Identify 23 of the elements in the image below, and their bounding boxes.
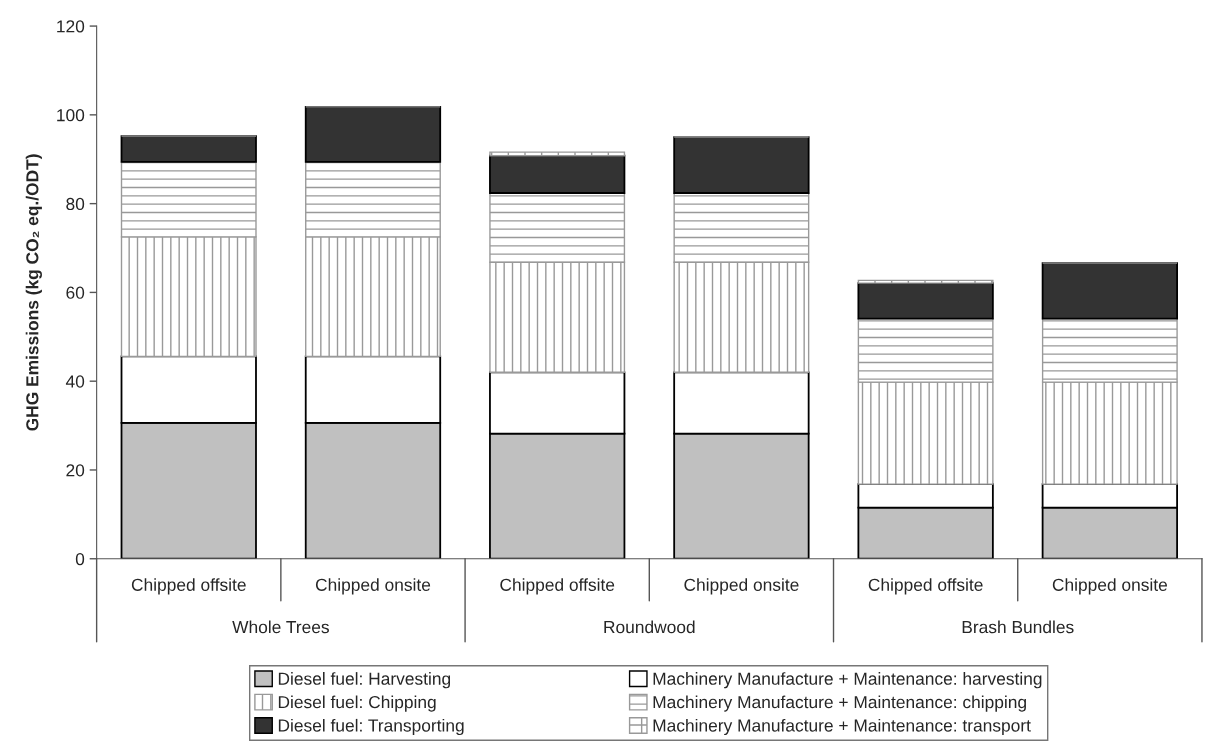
legend-label: Diesel fuel: Transporting	[278, 718, 464, 736]
legend-label: Machinery Manufacture + Maintenance: transport	[653, 718, 1031, 736]
y-tick-label: 60	[66, 286, 85, 299]
text: Whole Trees	[232, 620, 329, 634]
x-tick-label: Chipped onsite	[684, 578, 799, 595]
y-tick-label: 100	[57, 109, 85, 122]
text: Roundwood	[604, 620, 695, 634]
y-tick-label: 40	[65, 375, 85, 388]
y-tick-label: 120	[57, 20, 85, 33]
legend-label: Diesel fuel: Chipping	[278, 695, 436, 712]
y-axis-title: GHG Emissions (kg CO₂ eq./ODT)	[25, 154, 42, 431]
x-tick-label: Chipped offsite	[500, 578, 615, 595]
y-tick-label: 20	[66, 464, 85, 477]
x-tick-label: Chipped onsite	[1052, 578, 1167, 595]
y-tick-label: 80	[66, 197, 85, 211]
y-tick-label: 0	[75, 552, 85, 566]
x-tick-label: Chipped onsite	[315, 578, 431, 595]
text: Brash Bundles	[962, 620, 1074, 634]
legend-label: Machinery Manufacture + Maintenance: harvesting	[653, 672, 1042, 689]
legend-label: Machinery Manufacture + Maintenance: chipping	[653, 695, 1026, 712]
x-tick-label: Chipped offsite	[868, 578, 983, 595]
x-tick-label: Chipped offsite	[131, 578, 246, 595]
legend-label: Diesel fuel: Harvesting	[278, 672, 451, 689]
